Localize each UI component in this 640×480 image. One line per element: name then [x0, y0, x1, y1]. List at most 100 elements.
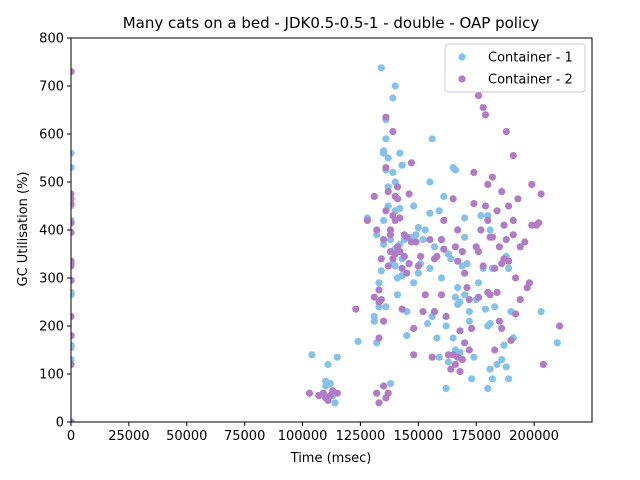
- scatter-point-series-2: [71, 200, 75, 208]
- y-tick-label: 100: [39, 368, 64, 383]
- scatter-point-series-1: [465, 308, 473, 316]
- scatter-point-series-2: [375, 334, 383, 342]
- x-tick-label: 125000: [336, 429, 386, 444]
- scatter-point-series-2: [495, 317, 503, 325]
- scatter-point-series-2: [451, 360, 459, 368]
- scatter-point-series-1: [449, 334, 457, 342]
- scatter-point-series-2: [377, 296, 385, 304]
- scatter-point-series-1: [454, 284, 462, 292]
- scatter-point-series-2: [403, 233, 411, 241]
- scatter-point-series-2: [498, 188, 506, 196]
- scatter-point-series-2: [465, 296, 473, 304]
- scatter-point-series-1: [505, 375, 513, 383]
- scatter-point-series-2: [493, 288, 501, 296]
- legend-box: [444, 43, 586, 93]
- scatter-point-series-2: [433, 252, 441, 260]
- scatter-point-series-2: [479, 262, 487, 270]
- scatter-point-series-2: [495, 243, 503, 251]
- chart-title: Many cats on a bed - JDK0.5-0.5-1 - doub…: [123, 14, 540, 32]
- scatter-point-series-2: [426, 236, 434, 244]
- scatter-point-series-1: [384, 154, 392, 162]
- scatter-point-series-2: [405, 260, 413, 268]
- y-tick-label: 600: [39, 128, 64, 143]
- x-tick-label: 75000: [224, 429, 265, 444]
- scatter-point-series-2: [516, 243, 524, 251]
- scatter-point-series-2: [481, 111, 490, 119]
- scatter-point-series-2: [393, 195, 402, 203]
- x-tick-label: 0: [67, 429, 75, 444]
- scatter-point-series-1: [414, 269, 422, 277]
- scatter-point-series-2: [509, 152, 517, 160]
- scatter-point-series-2: [468, 324, 476, 332]
- scatter-point-series-2: [451, 243, 459, 251]
- scatter-point-series-1: [474, 279, 483, 287]
- x-tick-label: 100000: [278, 429, 328, 444]
- scatter-point-series-2: [428, 353, 436, 361]
- scatter-point-series-2: [465, 346, 473, 354]
- scatter-point-series-2: [370, 293, 378, 301]
- scatter-point-series-1: [424, 320, 432, 328]
- scatter-point-series-2: [419, 308, 427, 316]
- scatter-point-series-2: [410, 351, 418, 359]
- scatter-point-series-1: [481, 305, 490, 313]
- scatter-point-series-2: [498, 324, 506, 332]
- scatter-point-series-2: [333, 389, 341, 397]
- scatter-point-series-2: [440, 216, 448, 224]
- scatter-point-series-2: [525, 279, 534, 287]
- y-axis-label: GC Utilisation (%): [16, 171, 31, 286]
- scatter-point-series-2: [71, 228, 75, 236]
- scatter-point-series-1: [410, 202, 418, 210]
- scatter-point-series-2: [505, 257, 513, 265]
- scatter-point-series-2: [396, 248, 404, 256]
- scatter-point-series-2: [384, 188, 392, 196]
- scatter-point-series-2: [442, 312, 450, 320]
- y-tick-label: 0: [56, 416, 64, 431]
- scatter-point-series-1: [380, 216, 388, 224]
- scatter-point-series-1: [421, 226, 429, 234]
- scatter-point-series-2: [380, 382, 388, 390]
- y-tick-label: 300: [39, 272, 64, 287]
- scatter-point-series-1: [500, 341, 508, 349]
- scatter-point-series-2: [71, 219, 75, 227]
- scatter-point-series-2: [458, 248, 466, 256]
- scatter-point-series-2: [384, 389, 392, 397]
- scatter-point-series-1: [419, 236, 427, 244]
- scatter-point-series-2: [440, 245, 448, 253]
- scatter-point-series-1: [477, 212, 485, 220]
- scatter-point-series-1: [398, 161, 406, 169]
- scatter-point-series-2: [491, 346, 499, 354]
- scatter-point-series-1: [447, 255, 455, 263]
- scatter-point-series-2: [421, 291, 429, 299]
- plot-area: [71, 64, 564, 422]
- scatter-point-series-2: [380, 317, 388, 325]
- scatter-point-series-2: [375, 286, 383, 294]
- scatter-point-series-2: [305, 389, 314, 397]
- scatter-point-series-1: [505, 264, 513, 272]
- scatter-point-series-1: [442, 384, 450, 392]
- scatter-point-series-1: [468, 375, 476, 383]
- scatter-point-series-2: [407, 159, 415, 167]
- y-tick-label: 700: [39, 80, 64, 95]
- scatter-point-series-1: [451, 293, 459, 301]
- scatter-point-series-1: [389, 168, 397, 176]
- scatter-point-series-2: [71, 68, 75, 76]
- scatter-point-series-2: [470, 200, 478, 208]
- scatter-point-series-2: [437, 236, 446, 244]
- y-tick-label: 800: [39, 32, 64, 47]
- scatter-point-series-1: [322, 382, 330, 390]
- x-tick-label: 50000: [166, 429, 207, 444]
- scatter-point-series-1: [461, 233, 469, 241]
- scatter-point-series-1: [333, 353, 341, 361]
- y-tick-label: 200: [39, 320, 64, 335]
- scatter-point-series-2: [509, 216, 517, 224]
- axes: 0 25000 50000 75000 100000 125000 150000 175000…: [39, 32, 593, 444]
- data-points: [71, 64, 564, 422]
- scatter-point-series-2: [380, 236, 388, 244]
- scatter-point-series-2: [474, 92, 483, 100]
- scatter-point-series-2: [437, 291, 446, 299]
- scatter-point-series-2: [386, 231, 395, 239]
- scatter-point-series-1: [442, 322, 450, 330]
- scatter-point-series-1: [71, 164, 75, 172]
- scatter-point-series-1: [461, 291, 469, 299]
- scatter-point-series-1: [433, 334, 441, 342]
